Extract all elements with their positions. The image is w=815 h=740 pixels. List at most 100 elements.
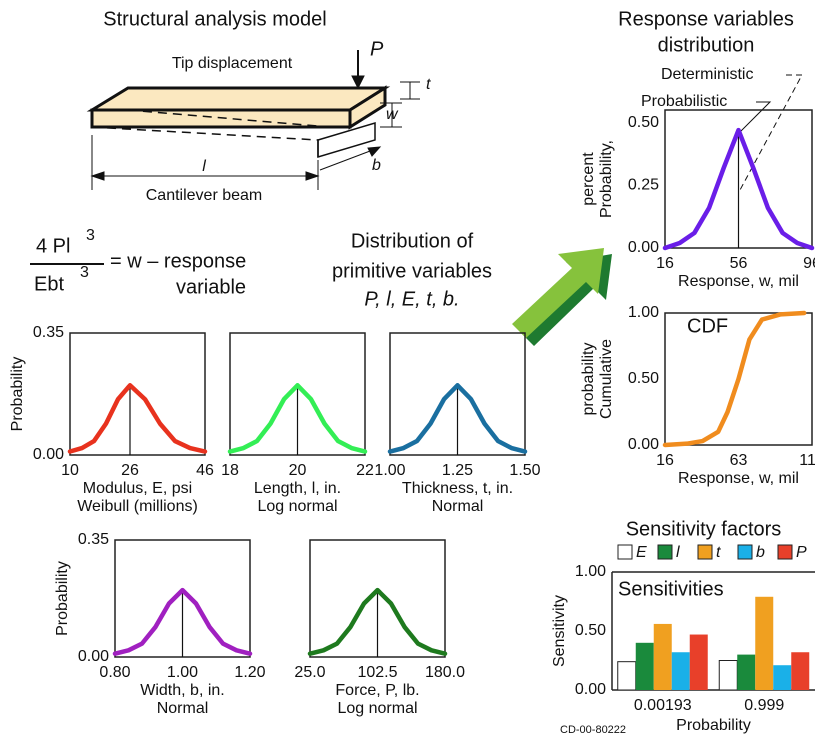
bar <box>773 665 792 690</box>
x-tick-label: 18 <box>221 462 239 479</box>
primitive-label: P, l, E, t, b. <box>364 288 459 310</box>
legend-label: E <box>636 544 647 561</box>
legend-swatch <box>737 544 753 560</box>
x-tick-label: 22 <box>356 462 374 479</box>
bar <box>671 652 690 690</box>
x-tick-label: 110 <box>799 452 815 469</box>
y-tick-label: 0.00 <box>628 239 659 256</box>
x-tick-label: 102.5 <box>357 664 397 681</box>
formula-rhs: = w – response <box>110 250 246 272</box>
y-tick-label: 0.35 <box>33 324 64 341</box>
x-tick-label: 63 <box>730 452 748 469</box>
primitive-label: primitive variables <box>332 260 492 282</box>
x-tick-label: 1.00 <box>374 462 405 479</box>
x-axis-label: Probability <box>676 717 751 734</box>
distribution-curve <box>662 127 815 251</box>
y-axis-label: Probability, <box>598 140 615 218</box>
y-axis-label: Sensitivity <box>551 595 568 667</box>
bar <box>617 661 637 691</box>
y-tick-label: 0.25 <box>628 176 659 193</box>
legend-label: P <box>796 544 807 561</box>
y-axis-label: Probability <box>9 357 26 432</box>
load-label: P <box>370 38 384 60</box>
legend-label: t <box>716 544 721 561</box>
formula-denominator: Ebt <box>34 273 64 295</box>
y-axis-label: probability <box>580 343 597 416</box>
x-axis-label: Response, w, mil <box>678 273 799 290</box>
y-tick-label: 0.00 <box>33 446 64 463</box>
formula-exponent: 3 <box>86 227 95 244</box>
formula-exponent: 3 <box>80 264 89 281</box>
bar <box>737 654 756 690</box>
legend-swatch <box>617 544 633 560</box>
bar <box>791 652 810 690</box>
x-tick-label: 96 <box>803 255 815 272</box>
x-tick-label: 0.80 <box>99 664 130 681</box>
x-tick-label: 46 <box>196 462 214 479</box>
y-tick-label: 0.00 <box>628 436 659 453</box>
bar <box>689 634 708 690</box>
x-axis-label: Response, w, mil <box>678 470 799 487</box>
y-tick-label: 1.00 <box>575 563 606 580</box>
plot-label: Sensitivities <box>618 578 724 600</box>
response-title: Response variables <box>618 8 794 30</box>
response-title: distribution <box>658 34 755 56</box>
y-tick-label: 0.50 <box>575 622 606 639</box>
distribution-curve <box>112 587 253 656</box>
bar <box>653 623 672 690</box>
distribution-curve <box>307 587 448 656</box>
beam-label: Cantilever beam <box>146 187 263 204</box>
y-tick-label: 0.00 <box>575 681 606 698</box>
plot-frame <box>69 332 206 456</box>
x-tick-label: 16 <box>656 452 674 469</box>
x-tick-label: 1.50 <box>509 462 540 479</box>
beam-drawing <box>86 50 420 190</box>
distribution-curve <box>662 310 807 448</box>
formula-numerator: 4 Pl <box>36 235 70 257</box>
x-tick-label: 56 <box>730 255 748 272</box>
y-tick-label: 1.00 <box>628 304 659 321</box>
distribution-curve <box>227 383 368 454</box>
x-tick-label: 180.0 <box>425 664 465 681</box>
length-label: l <box>202 158 206 175</box>
plot-frame <box>664 312 813 446</box>
annotation: Probabilistic <box>641 93 727 110</box>
leader-line <box>739 74 803 191</box>
x-axis-label: Modulus, E, psi <box>83 480 192 497</box>
figure-code: CD-00-80222 <box>560 724 626 736</box>
y-tick-label: 0.35 <box>78 531 109 548</box>
deflection-label: w <box>386 106 399 123</box>
x-tick-label: 1.20 <box>234 664 265 681</box>
primitive-label: Distribution of <box>351 230 474 252</box>
x-tick-label: 16 <box>656 255 674 272</box>
annotation: Deterministic <box>661 66 753 83</box>
x-tick-label: 10 <box>61 462 79 479</box>
distribution-curve <box>67 383 208 454</box>
distribution-label: Log normal <box>257 498 337 515</box>
x-tick-label: 26 <box>121 462 139 479</box>
distribution-label: Normal <box>432 498 484 515</box>
x-tick-label: 1.25 <box>442 462 473 479</box>
legend-label: b <box>756 544 765 561</box>
diagram-title: Structural analysis model <box>103 8 326 30</box>
x-tick-label: 20 <box>289 462 307 479</box>
x-tick-label: 0.999 <box>744 697 784 714</box>
leader-line <box>739 101 772 133</box>
bar <box>718 660 738 691</box>
plot-label: CDF <box>687 315 728 337</box>
arrow <box>512 248 604 338</box>
legend-swatch <box>777 544 793 560</box>
x-axis-label: Thickness, t, in. <box>402 480 513 497</box>
thickness-label: t <box>426 76 431 93</box>
width-label: b <box>372 157 381 174</box>
bar <box>635 642 654 690</box>
legend-label: l <box>676 544 680 561</box>
formula-rhs: variable <box>176 276 246 298</box>
x-axis-label: Width, b, in. <box>140 682 224 699</box>
y-tick-label: 0.50 <box>628 370 659 387</box>
distribution-label: Normal <box>157 700 209 717</box>
x-axis-label: Length, l, in. <box>254 480 341 497</box>
x-tick-label: 1.00 <box>167 664 198 681</box>
y-tick-label: 0.00 <box>78 648 109 665</box>
